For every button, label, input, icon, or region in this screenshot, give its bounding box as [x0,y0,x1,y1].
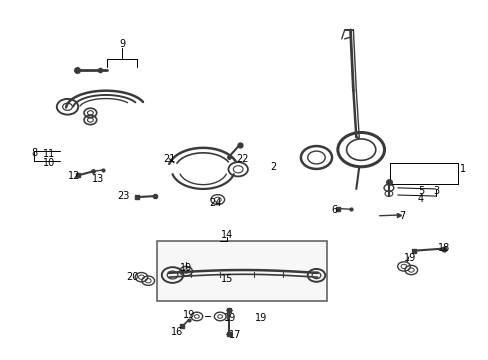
Text: 5: 5 [417,186,423,197]
Text: 2: 2 [270,162,276,172]
Text: 21: 21 [163,154,175,163]
Text: 15: 15 [221,274,233,284]
Bar [157,241,326,301]
Text: 12: 12 [68,171,81,181]
Text: 22: 22 [235,154,248,164]
Text: 19: 19 [224,312,236,323]
Text: 1: 1 [459,164,466,174]
Text: 6: 6 [331,205,337,215]
Text: 19: 19 [180,263,192,273]
Text: 19: 19 [182,310,194,320]
Text: 3: 3 [432,186,439,196]
Text: 11: 11 [43,149,55,159]
Text: 19: 19 [255,312,267,323]
Text: 14: 14 [221,230,233,240]
Text: 7: 7 [399,211,405,221]
Text: 4: 4 [417,194,423,203]
Text: 13: 13 [91,174,103,184]
Text: 16: 16 [171,327,183,337]
Text: 20: 20 [126,272,139,282]
Text: 24: 24 [209,198,221,208]
Text: 17: 17 [228,330,241,341]
Text: 10: 10 [43,158,55,168]
Text: 8: 8 [31,148,38,158]
Text: 19: 19 [403,252,415,262]
Text: 23: 23 [117,191,129,201]
Text: 9: 9 [119,39,125,49]
Text: 18: 18 [437,243,449,253]
